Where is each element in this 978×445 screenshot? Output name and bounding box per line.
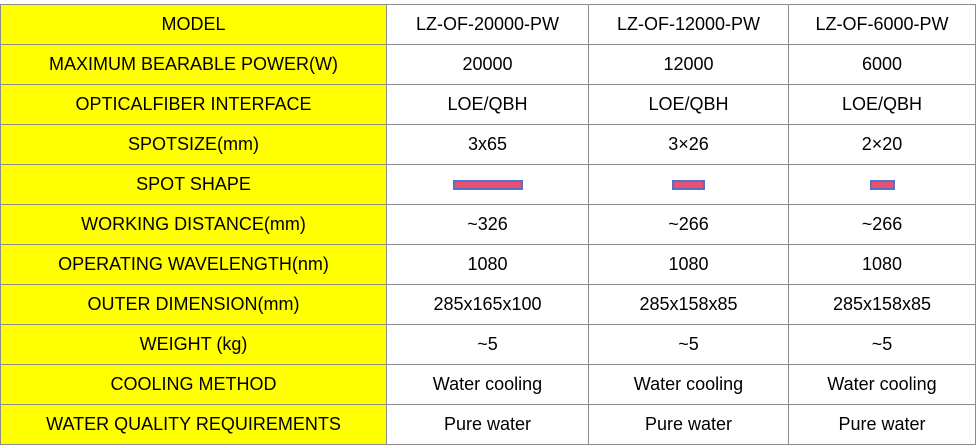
row-label: MAXIMUM BEARABLE POWER(W) [0, 44, 387, 85]
row-label: WORKING DISTANCE(mm) [0, 204, 387, 245]
table-row: SPOTSIZE(mm) 3x65 3×26 2×20 [0, 124, 976, 165]
row-label: SPOT SHAPE [0, 164, 387, 205]
spot-shape-swatch-medium [672, 180, 705, 191]
table-row: WATER QUALITY REQUIREMENTS Pure water Pu… [0, 404, 976, 445]
row-value: Pure water [386, 404, 589, 445]
row-label: WATER QUALITY REQUIREMENTS [0, 404, 387, 445]
table-row: COOLING METHOD Water cooling Water cooli… [0, 364, 976, 405]
row-value: 285x165x100 [386, 284, 589, 325]
row-value: 1080 [788, 244, 976, 285]
spot-shape-cell [386, 164, 589, 205]
row-value: Water cooling [386, 364, 589, 405]
row-value: Pure water [788, 404, 976, 445]
row-value: 3x65 [386, 124, 589, 165]
row-label: OPERATING WAVELENGTH(nm) [0, 244, 387, 285]
spot-shape-cell [788, 164, 976, 205]
header-model-12000: LZ-OF-12000-PW [588, 4, 789, 45]
table-row: WEIGHT (kg) ~5 ~5 ~5 [0, 324, 976, 365]
row-label: OUTER DIMENSION(mm) [0, 284, 387, 325]
row-label: SPOTSIZE(mm) [0, 124, 387, 165]
row-value: 285x158x85 [788, 284, 976, 325]
row-value: 1080 [588, 244, 789, 285]
table-header-row: MODEL LZ-OF-20000-PW LZ-OF-12000-PW LZ-O… [0, 4, 976, 45]
row-value: Pure water [588, 404, 789, 445]
row-value: Water cooling [588, 364, 789, 405]
spot-shape-cell [588, 164, 789, 205]
table-row: OUTER DIMENSION(mm) 285x165x100 285x158x… [0, 284, 976, 325]
row-value: ~266 [588, 204, 789, 245]
table-row: OPTICALFIBER INTERFACE LOE/QBH LOE/QBH L… [0, 84, 976, 125]
row-value: 1080 [386, 244, 589, 285]
table-row: OPERATING WAVELENGTH(nm) 1080 1080 1080 [0, 244, 976, 285]
row-value: LOE/QBH [588, 84, 789, 125]
row-value: ~5 [788, 324, 976, 365]
row-label: WEIGHT (kg) [0, 324, 387, 365]
header-model-6000: LZ-OF-6000-PW [788, 4, 976, 45]
row-value: 6000 [788, 44, 976, 85]
header-model-20000: LZ-OF-20000-PW [386, 4, 589, 45]
row-label: COOLING METHOD [0, 364, 387, 405]
row-value: 3×26 [588, 124, 789, 165]
table-row: MAXIMUM BEARABLE POWER(W) 20000 12000 60… [0, 44, 976, 85]
table-row: WORKING DISTANCE(mm) ~326 ~266 ~266 [0, 204, 976, 245]
row-value: ~266 [788, 204, 976, 245]
row-value: 285x158x85 [588, 284, 789, 325]
row-value: 20000 [386, 44, 589, 85]
spot-shape-swatch-small [869, 180, 895, 191]
row-value: LOE/QBH [386, 84, 589, 125]
specification-table: MODEL LZ-OF-20000-PW LZ-OF-12000-PW LZ-O… [0, 4, 976, 445]
row-value: ~326 [386, 204, 589, 245]
row-value: ~5 [386, 324, 589, 365]
row-value: Water cooling [788, 364, 976, 405]
row-value: 12000 [588, 44, 789, 85]
row-value: 2×20 [788, 124, 976, 165]
row-value: ~5 [588, 324, 789, 365]
table-row-spot-shape: SPOT SHAPE [0, 164, 976, 205]
row-label: OPTICALFIBER INTERFACE [0, 84, 387, 125]
spot-shape-swatch-large [452, 180, 523, 191]
header-model-label: MODEL [0, 4, 387, 45]
row-value: LOE/QBH [788, 84, 976, 125]
